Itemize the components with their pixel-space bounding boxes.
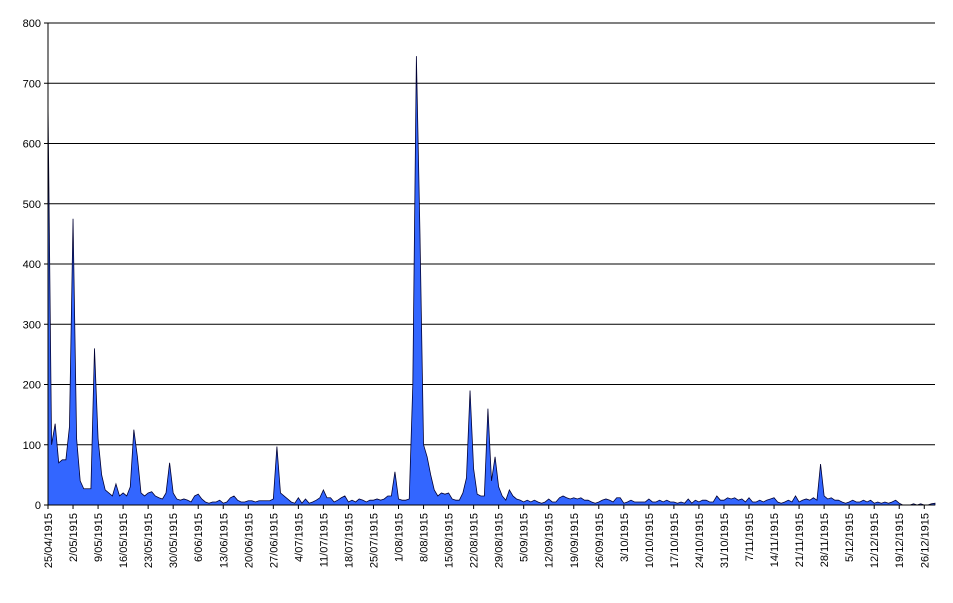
x-tick-label: 11/07/1915 [318, 513, 330, 567]
y-tick-label: 600 [23, 139, 41, 151]
x-tick-label: 30/05/1915 [168, 513, 180, 568]
x-tick-label: 13/06/1915 [218, 513, 230, 568]
x-tick-label: 25/04/1915 [43, 513, 55, 568]
y-tick-label: 0 [35, 500, 41, 512]
x-tick-label: 21/11/1915 [794, 513, 806, 567]
x-tick-label: 12/12/1915 [869, 513, 881, 568]
x-tick-label: 8/08/1915 [419, 513, 431, 562]
x-tick-label: 29/08/1915 [494, 513, 506, 568]
y-tick-label: 800 [23, 18, 41, 30]
x-tick-label: 5/12/1915 [844, 513, 856, 562]
x-tick-label: 4/07/1915 [293, 513, 305, 562]
y-tick-label: 100 [23, 440, 41, 452]
x-tick-label: 5/09/1915 [519, 513, 531, 562]
x-tick-label: 25/07/1915 [368, 513, 380, 568]
y-tick-label: 700 [23, 78, 41, 90]
x-tick-label: 22/08/1915 [469, 513, 481, 568]
x-tick-label: 31/10/1915 [719, 513, 731, 568]
x-tick-label: 10/10/1915 [644, 513, 656, 568]
x-tick-label: 27/06/1915 [268, 513, 280, 568]
x-tick-label: 23/05/1915 [143, 513, 155, 568]
x-tick-label: 15/08/1915 [444, 513, 456, 568]
x-tick-label: 1/08/1915 [394, 513, 406, 562]
x-tick-label: 20/06/1915 [243, 513, 255, 568]
x-tick-label: 14/11/1915 [769, 513, 781, 567]
x-tick-label: 18/07/1915 [343, 513, 355, 568]
x-tick-label: 16/05/1915 [118, 513, 130, 568]
y-tick-label: 400 [23, 259, 41, 271]
x-tick-label: 3/10/1915 [619, 513, 631, 562]
y-tick-label: 200 [23, 380, 41, 392]
y-tick-label: 300 [23, 319, 41, 331]
x-tick-label: 26/09/1915 [594, 513, 606, 568]
x-tick-label: 26/12/1915 [919, 513, 931, 568]
x-tick-label: 9/05/1915 [93, 513, 105, 562]
x-tick-label: 24/10/1915 [694, 513, 706, 568]
x-tick-label: 19/09/1915 [569, 513, 581, 568]
x-tick-label: 19/12/1915 [894, 513, 906, 568]
area [47, 56, 936, 506]
x-tick-label: 2/05/1915 [68, 513, 80, 562]
x-tick-label: 12/09/1915 [544, 513, 556, 568]
y-tick-label: 500 [23, 199, 41, 211]
x-tick-label: 17/10/1915 [669, 513, 681, 568]
x-tick-label: 7/11/1915 [744, 513, 756, 561]
x-tick-label: 28/11/1915 [819, 513, 831, 567]
x-tick-label: 6/06/1915 [193, 513, 205, 562]
